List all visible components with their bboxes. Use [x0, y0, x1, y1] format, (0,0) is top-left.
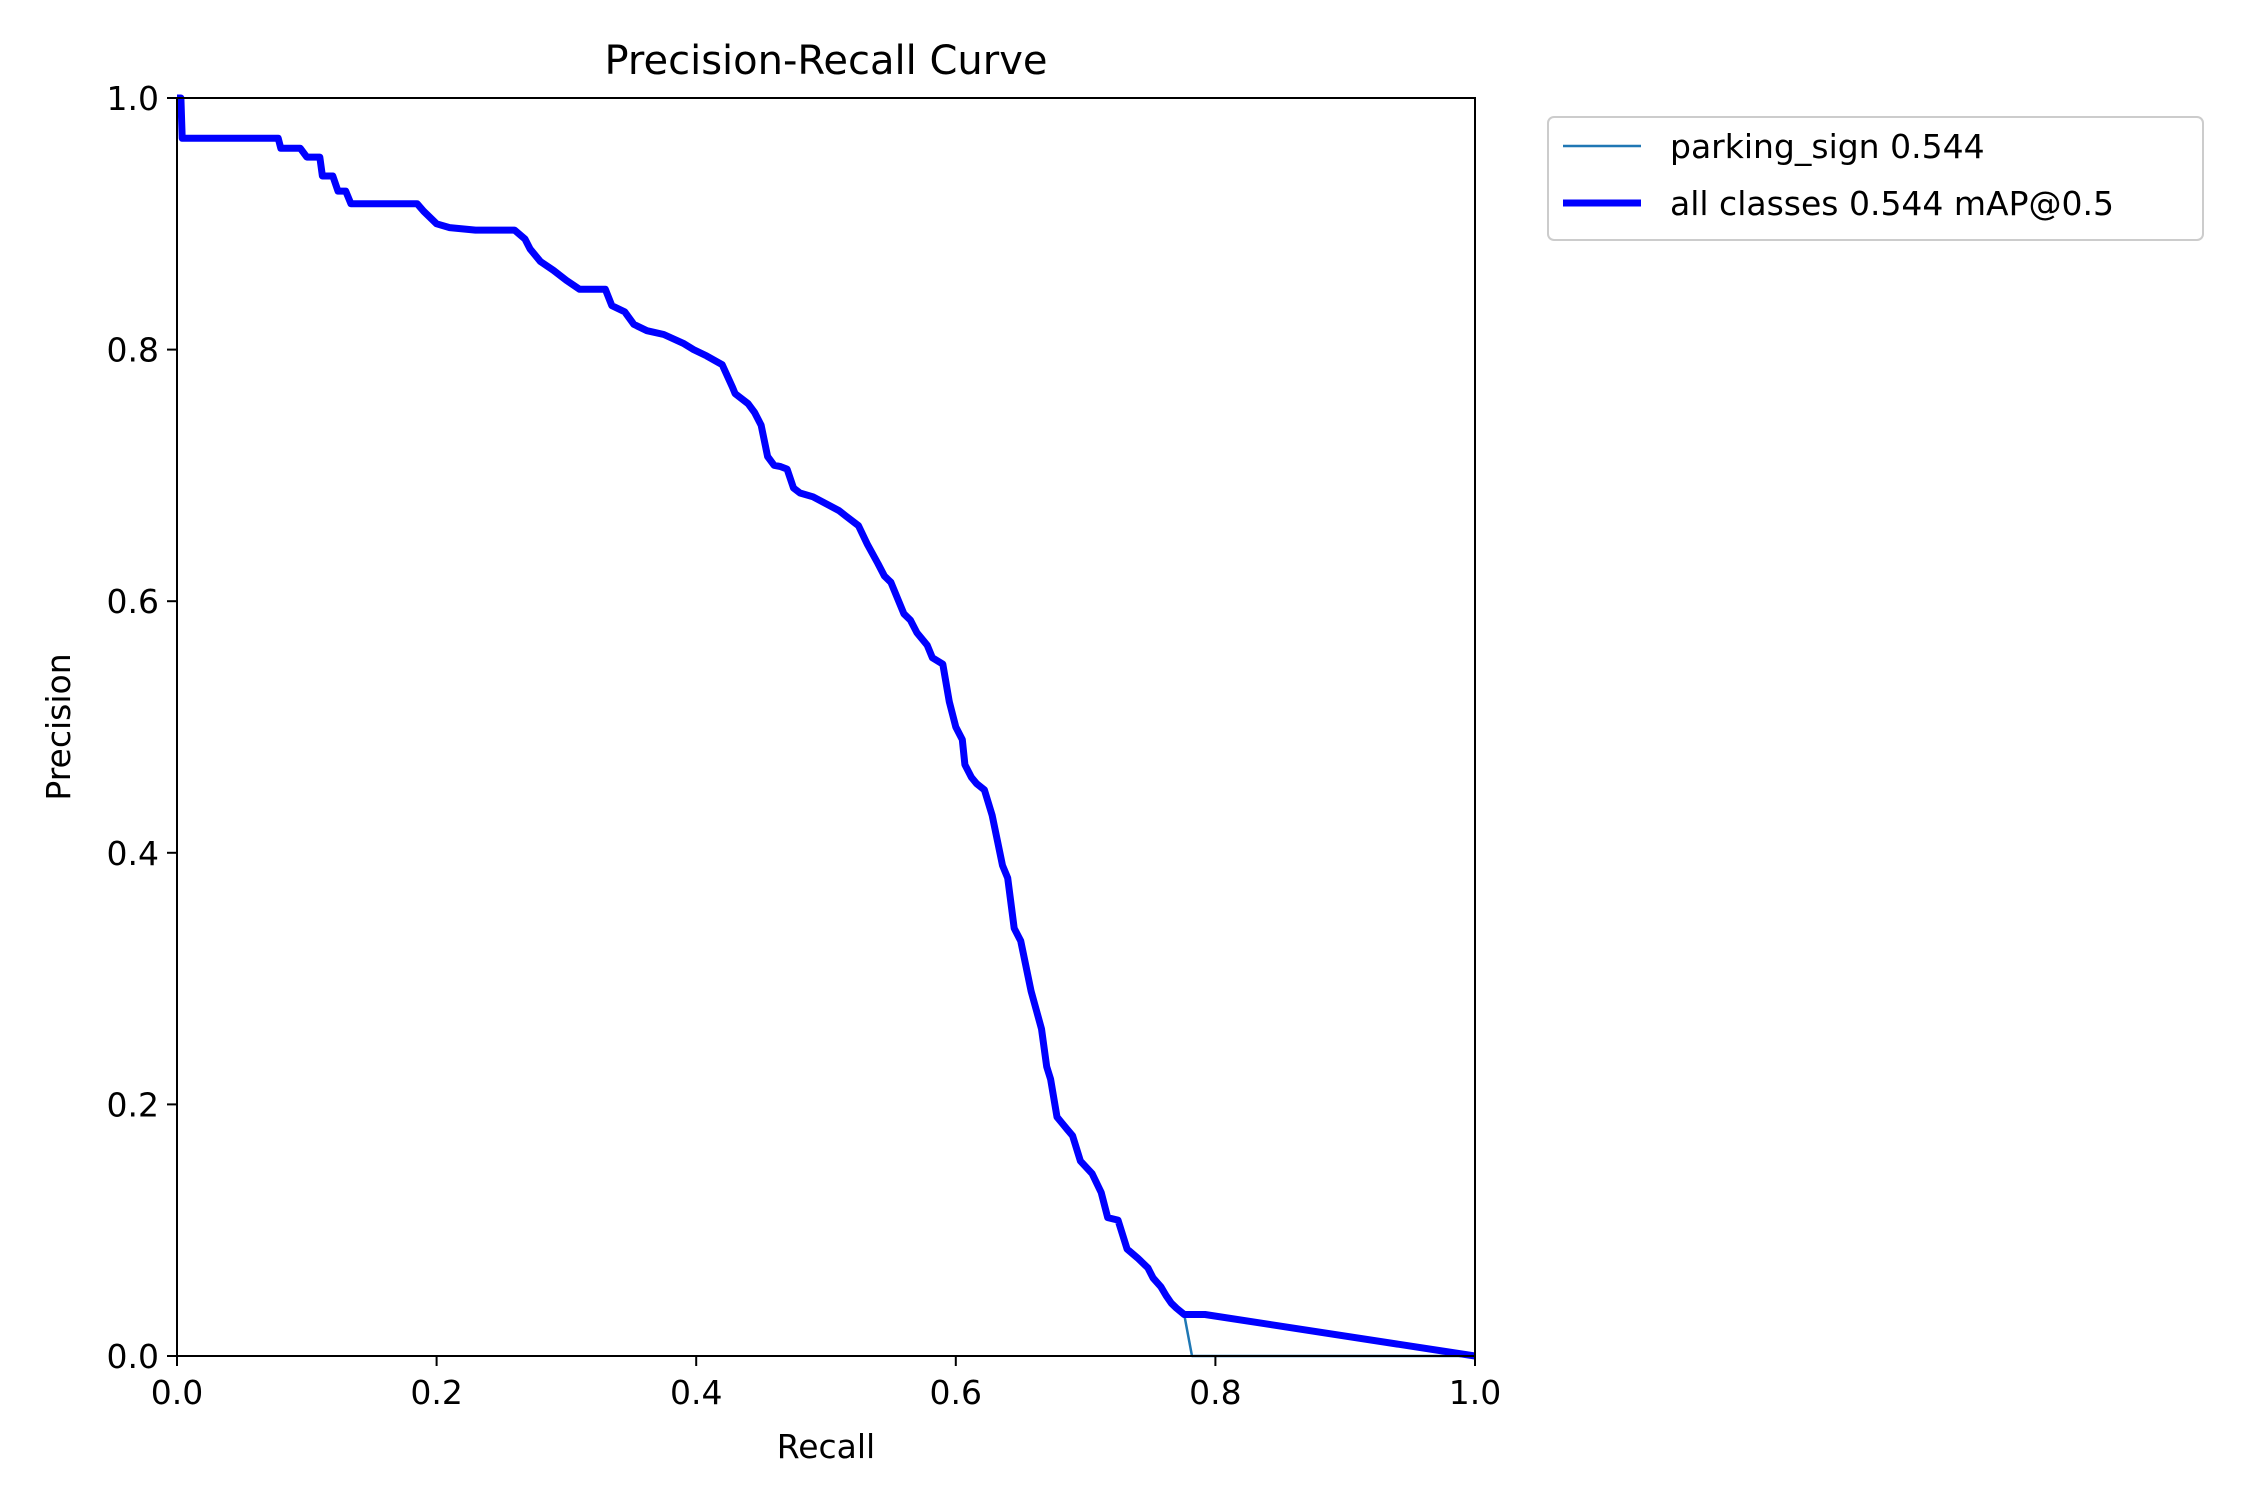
x-tick-label-5: 1.0: [1449, 1373, 1501, 1412]
y-tick-label-1: 0.2: [107, 1085, 159, 1124]
y-tick-label-5: 1.0: [107, 79, 159, 118]
x-tick-label-4: 0.8: [1189, 1373, 1241, 1412]
legend-label-all-classes: all classes 0.544 mAP@0.5: [1670, 184, 2114, 223]
x-tick-label-2: 0.4: [670, 1373, 722, 1412]
y-axis-ticks: 0.0 0.2 0.4 0.6 0.8 1.0: [107, 79, 177, 1376]
y-axis-label: Precision: [39, 653, 78, 800]
x-axis-ticks: 0.0 0.2 0.4 0.6 0.8 1.0: [151, 1356, 1501, 1412]
plot-area: [176, 94, 1476, 1360]
legend-label-parking-sign: parking_sign 0.544: [1670, 127, 1985, 166]
x-tick-label-1: 0.2: [410, 1373, 462, 1412]
y-tick-label-2: 0.4: [107, 834, 159, 873]
legend-box: [1547, 116, 2204, 241]
y-tick-label-0: 0.0: [107, 1337, 159, 1376]
chart-title: Precision-Recall Curve: [605, 38, 1048, 84]
legend: parking_sign 0.544 all classes 0.544 mAP…: [1547, 116, 2204, 241]
axes-frame: [176, 97, 1476, 1357]
x-tick-label-0: 0.0: [151, 1373, 203, 1412]
x-axis-label: Recall: [777, 1427, 875, 1466]
series-line-1: [177, 94, 1476, 1360]
y-tick-label-4: 0.8: [107, 331, 159, 370]
series-layer: [177, 94, 1476, 1360]
x-tick-label-3: 0.6: [930, 1373, 982, 1412]
y-tick-label-3: 0.6: [107, 582, 159, 621]
